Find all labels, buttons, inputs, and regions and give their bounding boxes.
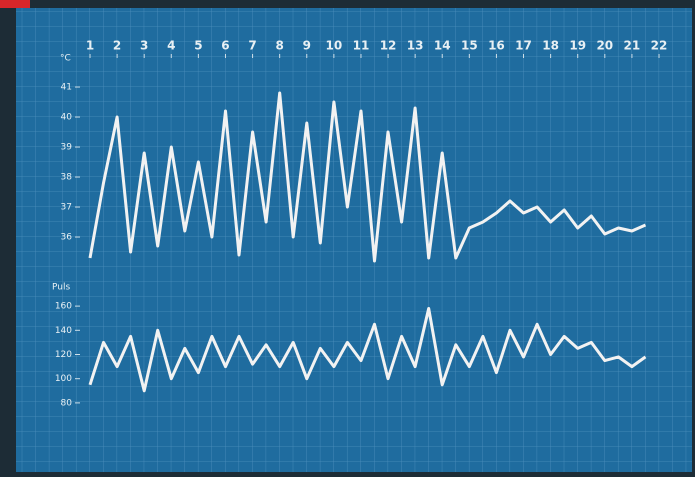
x-tick-label: 20 (596, 39, 613, 53)
y-tick-label: 36 (61, 233, 73, 243)
y-tick-label: 40 (61, 113, 73, 123)
y-tick-label: 140 (55, 326, 72, 336)
x-tick-label: 10 (326, 39, 343, 53)
y-tick-label: 100 (55, 374, 72, 384)
chart: °C Puls 12345678910111213141516171819202… (0, 0, 695, 477)
x-tick-label: 9 (303, 39, 311, 53)
y-tick-label: 80 (61, 398, 73, 408)
y-tick-label: 160 (55, 302, 72, 312)
x-tick-label: 4 (167, 39, 175, 53)
x-tick-label: 19 (569, 39, 586, 53)
x-tick-label: 12 (380, 39, 397, 53)
x-tick-label: 22 (651, 39, 668, 53)
x-tick-label: 13 (407, 39, 424, 53)
x-tick-label: 2 (113, 39, 121, 53)
x-tick-label: 5 (194, 39, 202, 53)
y-axis-label: °C (60, 54, 71, 64)
x-tick-label: 7 (248, 39, 256, 53)
x-tick-label: 18 (542, 39, 559, 53)
x-tick-label: 11 (353, 39, 370, 53)
x-tick-label: 3 (140, 39, 148, 53)
x-tick-label: 16 (488, 39, 505, 53)
y-tick-label: 39 (61, 143, 73, 153)
y-tick-label: 120 (55, 350, 72, 360)
y-axis-label: Puls (52, 283, 70, 293)
corner-marker (0, 0, 30, 8)
x-tick-label: 21 (624, 39, 641, 53)
x-tick-label: 8 (275, 39, 283, 53)
y-tick-label: 41 (61, 83, 72, 93)
x-tick-label: 6 (221, 39, 229, 53)
x-tick-label: 1 (86, 39, 94, 53)
y-tick-label: 37 (61, 203, 72, 213)
x-tick-label: 15 (461, 39, 478, 53)
grid (16, 8, 692, 472)
y-tick-label: 38 (61, 173, 73, 183)
x-tick-label: 14 (434, 39, 451, 53)
x-tick-label: 17 (515, 39, 532, 53)
